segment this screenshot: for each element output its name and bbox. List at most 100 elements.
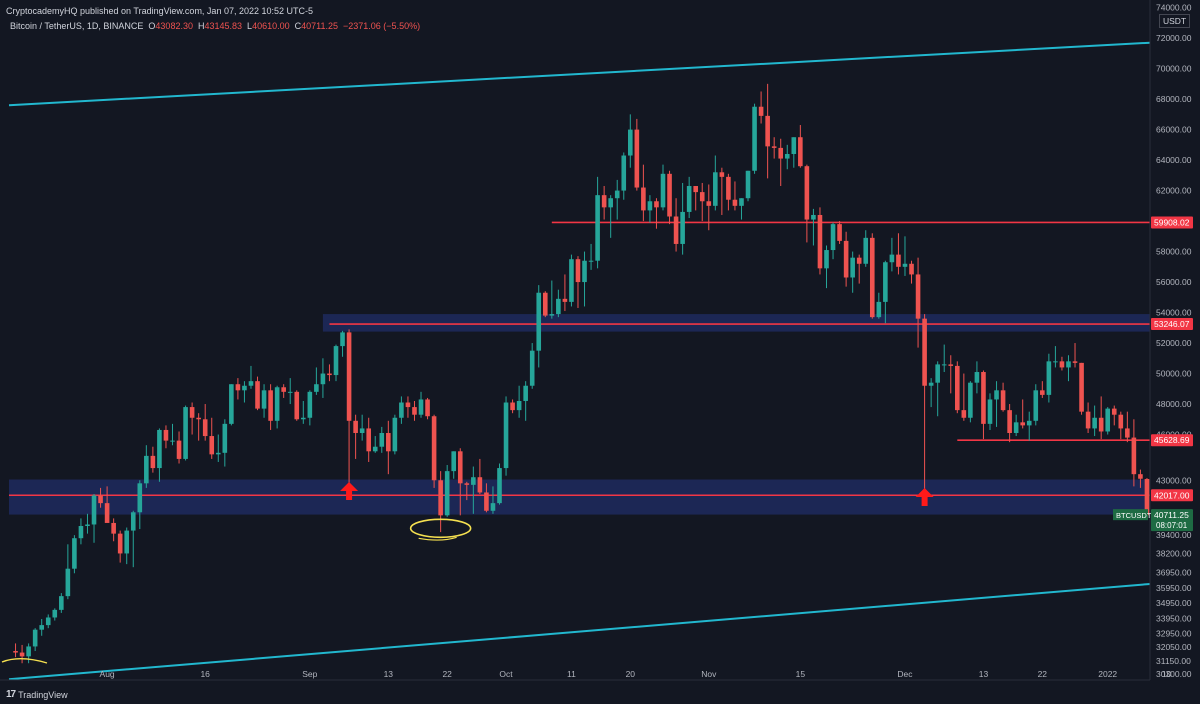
candle	[981, 370, 986, 440]
candle	[1053, 346, 1058, 368]
candle	[713, 155, 718, 211]
candle	[660, 164, 666, 211]
high-label: H	[197, 21, 205, 31]
candle-body	[274, 387, 280, 421]
candle	[1085, 402, 1091, 434]
candle-body	[922, 318, 927, 386]
price-tick-label: 72000.00	[1156, 33, 1192, 43]
low-value: 40610.00	[252, 21, 290, 31]
candle-body	[575, 259, 581, 283]
candle-body	[366, 428, 371, 452]
candle-body	[928, 382, 934, 386]
candle-body	[739, 198, 744, 206]
candle	[510, 399, 515, 414]
candle-body	[287, 391, 293, 393]
currency-badge[interactable]: USDT	[1159, 14, 1191, 28]
candle-body	[85, 524, 90, 527]
close-value: 40711.25	[301, 21, 338, 31]
highlight-circle	[409, 518, 472, 539]
candle-body	[758, 106, 764, 116]
candle	[26, 643, 31, 664]
candle	[1040, 381, 1045, 398]
candle-body	[628, 129, 633, 156]
footer-brand: TradingView	[18, 689, 68, 700]
candle	[163, 425, 169, 449]
candle-body	[1046, 361, 1052, 395]
level-price-label: 59908.02	[1154, 217, 1190, 227]
candle-body	[915, 274, 921, 319]
candle-body	[699, 192, 705, 202]
candle-body	[804, 166, 810, 220]
candle-body	[863, 237, 869, 264]
candle	[974, 361, 980, 394]
candle-body	[72, 538, 77, 569]
candle	[968, 381, 973, 423]
candle	[536, 285, 542, 368]
candle-body	[510, 402, 515, 411]
candle-body	[19, 652, 25, 657]
candle	[412, 400, 417, 421]
countdown-label: 08:07:01	[1156, 521, 1188, 530]
candle-body	[778, 147, 784, 159]
candle-body	[811, 214, 816, 220]
candle	[889, 237, 895, 272]
candle	[817, 207, 823, 275]
corner-highlight-stroke	[1, 658, 48, 664]
candle-body	[457, 451, 463, 484]
open-value: 43082.30	[155, 21, 193, 31]
candle	[1105, 407, 1111, 435]
candle	[1033, 384, 1039, 426]
candle-body	[974, 372, 980, 383]
candle-body	[117, 533, 123, 554]
candle-body	[791, 137, 797, 154]
candle-body	[405, 402, 411, 408]
symbol-line: Bitcoin / TetherUS, 1D, BINANCE O43082.3…	[10, 21, 420, 31]
candle	[19, 644, 25, 664]
candle-body	[157, 429, 162, 469]
candle	[641, 164, 646, 222]
candle	[287, 378, 293, 405]
candle-body	[1072, 361, 1078, 363]
candle-body	[654, 201, 659, 208]
candle-body	[59, 596, 64, 610]
candle	[45, 614, 51, 629]
candle-body	[1059, 361, 1065, 368]
candle-body	[229, 384, 234, 424]
high-value: 43145.83	[204, 21, 243, 31]
level-price-label: 42017.00	[1154, 490, 1190, 500]
price-tick-label: 54000.00	[1156, 308, 1192, 318]
candle	[405, 396, 411, 418]
candle-body	[163, 429, 169, 441]
candle-body	[634, 129, 640, 188]
candle	[569, 254, 574, 307]
candle-body	[399, 402, 404, 418]
candle-body	[39, 625, 44, 630]
candle	[1079, 362, 1084, 415]
candle-body	[301, 417, 306, 420]
candle	[39, 619, 44, 636]
candle	[333, 344, 339, 382]
candle	[301, 400, 306, 424]
candle	[464, 481, 470, 501]
candle-body	[431, 416, 437, 481]
candle-body	[837, 224, 842, 241]
candle	[490, 486, 496, 514]
candle-body	[124, 530, 130, 554]
candle-body	[255, 381, 260, 409]
candle	[471, 466, 476, 514]
candle-body	[542, 292, 548, 316]
candle	[255, 376, 260, 411]
candle-body	[1033, 390, 1039, 421]
open-label: O	[148, 21, 156, 31]
time-tick-label: 16	[200, 669, 210, 679]
candle	[909, 260, 914, 284]
candle-body	[987, 399, 993, 424]
candle-body	[150, 455, 156, 469]
candle	[189, 402, 195, 435]
candle-body	[1138, 474, 1143, 479]
price-tick-label: 33950.00	[1156, 613, 1192, 623]
candle-body	[26, 646, 31, 657]
candle-body	[981, 372, 986, 424]
candle-body	[490, 503, 496, 511]
